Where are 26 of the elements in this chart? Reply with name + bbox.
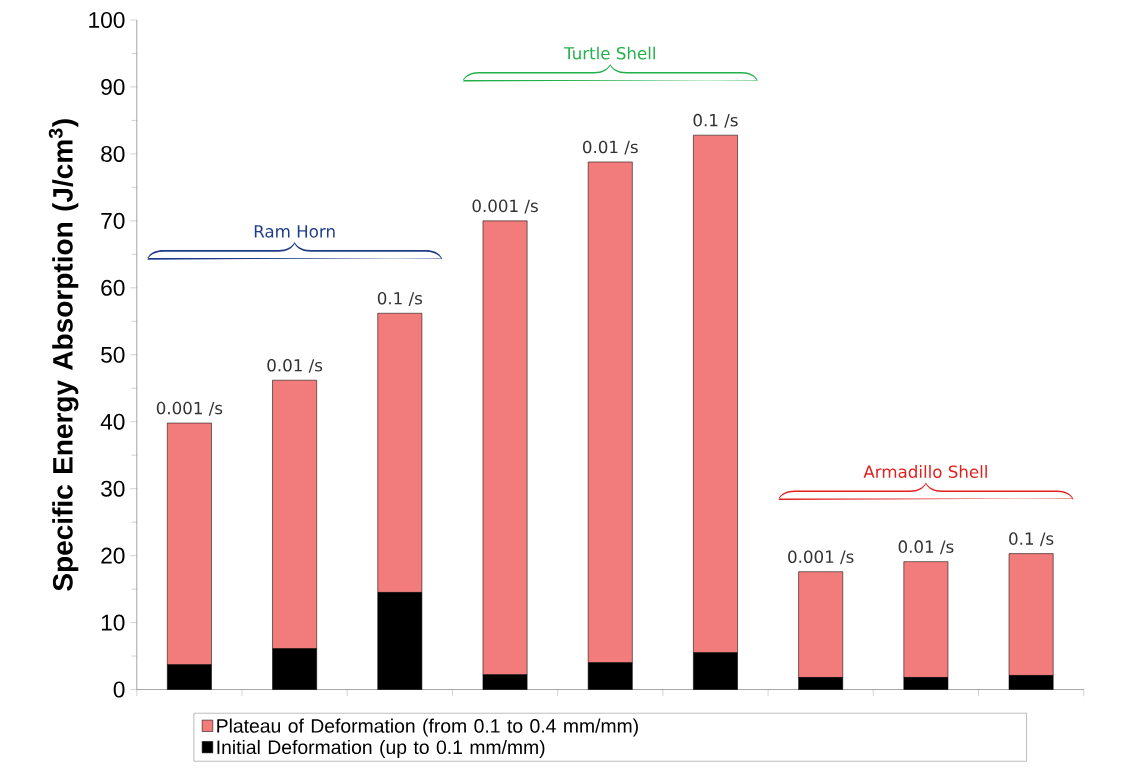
legend-label: Initial Deformation (up to 0.1 mm/mm): [217, 739, 545, 758]
x-tick-label: 0.1 /s: [693, 113, 738, 128]
y-tick-label: 70: [101, 212, 125, 229]
x-tick-label: 0.1 /s: [377, 291, 423, 306]
x-tick-label: 0.01 /s: [267, 358, 323, 373]
annotation: Turtle Shell: [563, 46, 655, 60]
y-tick-label: 40: [100, 413, 125, 430]
y-axis-title: Specific Energy Absorption (J/cm$^{3}$): [48, 119, 79, 591]
annotation: Armadillo Shell: [863, 464, 987, 478]
y-tick-label: 90: [101, 78, 125, 95]
y-tick-label: 60: [101, 279, 125, 296]
y-tick-label: 80: [101, 145, 125, 162]
y-tick-label: 10: [101, 614, 125, 631]
y-tick-label: 20: [101, 547, 125, 564]
x-tick-label: 0.001 /s: [472, 199, 538, 214]
annotation: Ram Horn: [254, 225, 335, 238]
legend-label: Plateau of Deformation (from 0.1 to 0.4 mm/mm): [217, 718, 638, 737]
x-tick-label: 0.01 /s: [898, 540, 954, 555]
y-tick-label: 0: [113, 681, 125, 698]
y-tick-label: 50: [101, 346, 125, 363]
x-tick-label: 0.001 /s: [156, 401, 223, 416]
x-tick-label: 0.01 /s: [583, 140, 638, 155]
x-tick-label: 0.1 /s: [1009, 532, 1054, 547]
y-tick-label: 30: [101, 480, 125, 497]
y-tick-label: 100: [89, 11, 125, 28]
x-tick-label: 0.001 /s: [788, 550, 854, 565]
